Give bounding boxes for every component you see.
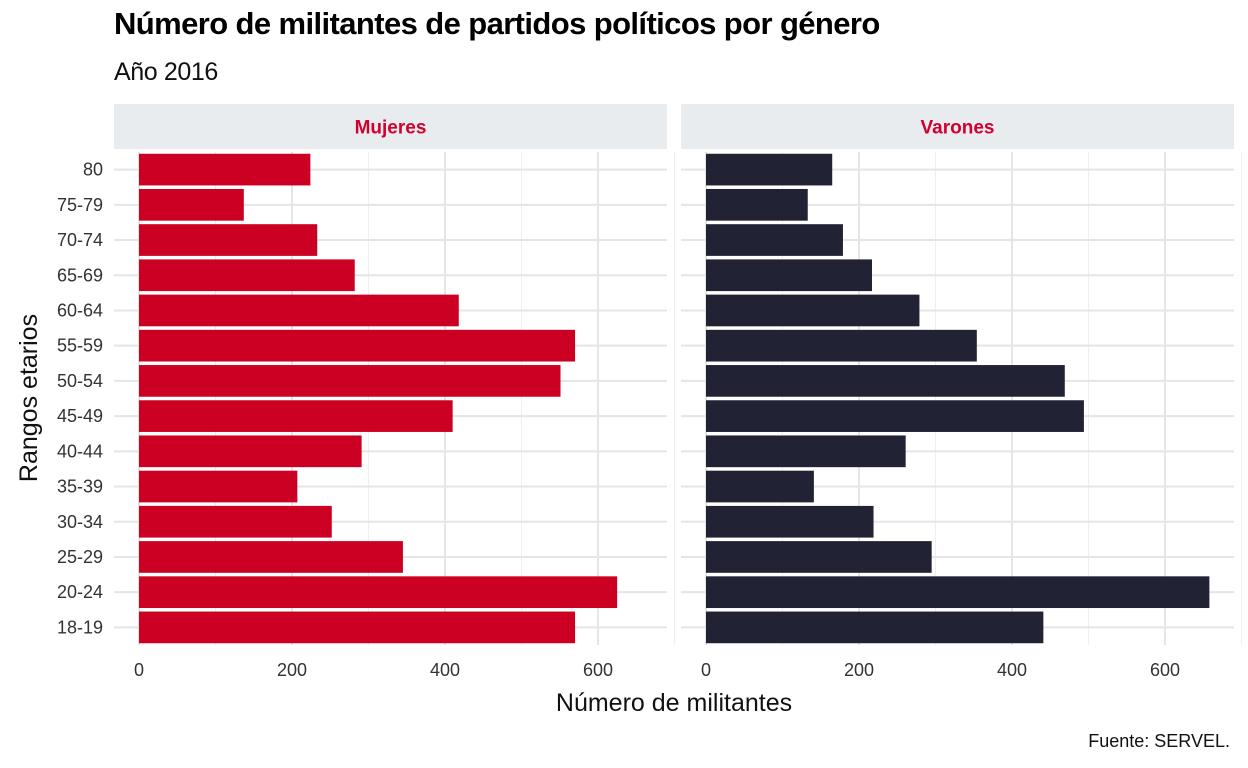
bar-mujeres-30-34: [139, 505, 332, 538]
y-tick-label: 65-69: [57, 265, 103, 285]
bar-varones-80: [706, 153, 833, 186]
y-tick-label: 80: [83, 160, 103, 180]
y-tick-label: 60-64: [57, 300, 103, 320]
x-tick-label: 400: [430, 660, 460, 680]
chart-subtitle: Año 2016: [114, 58, 218, 86]
x-tick-label: 200: [844, 660, 874, 680]
bar-varones-25-29: [706, 541, 932, 573]
y-tick-label: 50-54: [57, 371, 103, 391]
bar-mujeres-60-64: [139, 294, 459, 327]
bar-mujeres-35-39: [139, 470, 298, 503]
x-tick-label: 200: [277, 660, 307, 680]
bar-varones-65-69: [706, 259, 873, 292]
x-axis-title: Número de militantes: [556, 689, 792, 717]
bar-mujeres-25-29: [139, 541, 403, 573]
bar-mujeres-50-54: [139, 365, 561, 397]
bar-mujeres-40-44: [139, 435, 362, 468]
y-tick-label: 30-34: [57, 512, 103, 532]
facet-strip-mujeres: [114, 104, 667, 149]
bar-mujeres-70-74: [139, 224, 318, 256]
bar-mujeres-65-69: [139, 259, 355, 292]
bar-varones-50-54: [706, 365, 1065, 397]
y-tick-label: 45-49: [57, 406, 103, 426]
chart-title: Número de militantes de partidos polític…: [114, 6, 880, 41]
y-axis-title: Rangos etarios: [15, 314, 43, 482]
y-tick-label: 25-29: [57, 547, 103, 567]
facet-strip-varones: [681, 104, 1234, 149]
bar-varones-30-34: [706, 505, 874, 538]
x-tick-label: 0: [701, 660, 711, 680]
bar-varones-18-19: [706, 611, 1044, 644]
y-tick-label: 55-59: [57, 336, 103, 356]
bar-varones-75-79: [706, 188, 808, 221]
x-tick-label: 600: [583, 660, 613, 680]
y-tick-label: 18-19: [57, 617, 103, 637]
chart-caption: Fuente: SERVEL.: [1088, 731, 1230, 751]
bar-mujeres-18-19: [139, 611, 576, 644]
bar-mujeres-55-59: [139, 329, 576, 362]
x-tick-label: 600: [1150, 660, 1180, 680]
y-tick-label: 20-24: [57, 582, 103, 602]
facet-label-varones: Varones: [921, 118, 995, 139]
bar-mujeres-45-49: [139, 400, 453, 432]
facet-label-mujeres: Mujeres: [355, 118, 427, 139]
bar-varones-35-39: [706, 470, 814, 503]
bar-varones-60-64: [706, 294, 920, 327]
bar-mujeres-75-79: [139, 188, 244, 221]
y-tick-label: 70-74: [57, 230, 103, 250]
bar-varones-70-74: [706, 224, 843, 256]
bar-varones-45-49: [706, 400, 1084, 432]
bar-mujeres-20-24: [139, 576, 618, 609]
y-tick-label: 35-39: [57, 477, 103, 497]
x-tick-label: 0: [134, 660, 144, 680]
bar-varones-20-24: [706, 576, 1210, 609]
y-tick-label: 40-44: [57, 441, 103, 461]
bar-mujeres-80: [139, 153, 311, 186]
bar-varones-40-44: [706, 435, 906, 468]
x-tick-label: 400: [997, 660, 1027, 680]
bar-varones-55-59: [706, 329, 977, 362]
y-tick-label: 75-79: [57, 195, 103, 215]
